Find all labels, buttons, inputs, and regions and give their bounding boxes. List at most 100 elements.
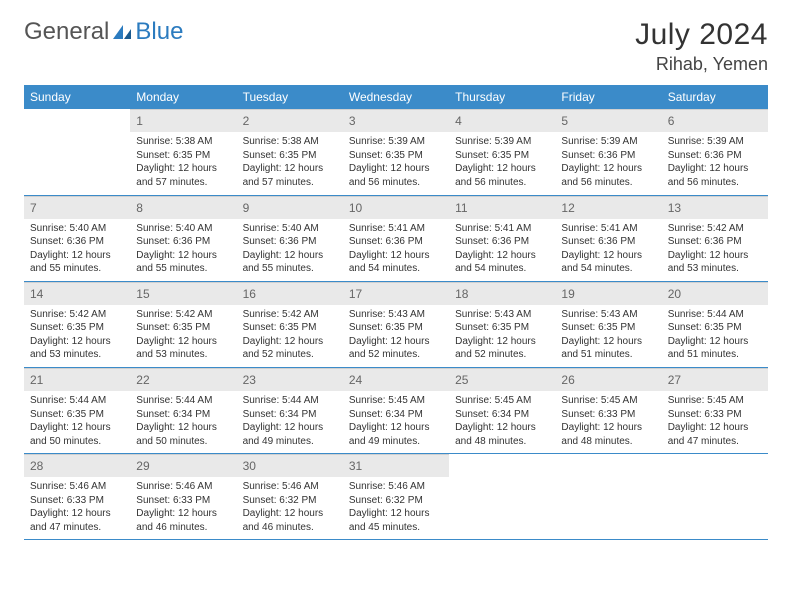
sunset-line: Sunset: 6:33 PM xyxy=(136,494,230,508)
sunrise-line: Sunrise: 5:42 AM xyxy=(668,222,762,236)
day-number: 12 xyxy=(555,196,661,219)
sunrise-line: Sunrise: 5:45 AM xyxy=(668,394,762,408)
daylight-line: Daylight: 12 hours and 51 minutes. xyxy=(668,335,762,362)
sunset-line: Sunset: 6:33 PM xyxy=(668,408,762,422)
month-title: July 2024 xyxy=(635,18,768,52)
daylight-line: Daylight: 12 hours and 57 minutes. xyxy=(136,162,230,189)
calendar-cell: 28Sunrise: 5:46 AMSunset: 6:33 PMDayligh… xyxy=(24,454,130,540)
daylight-line: Daylight: 12 hours and 50 minutes. xyxy=(136,421,230,448)
sunset-line: Sunset: 6:34 PM xyxy=(455,408,549,422)
sunrise-line: Sunrise: 5:39 AM xyxy=(561,135,655,149)
calendar-cell: 22Sunrise: 5:44 AMSunset: 6:34 PMDayligh… xyxy=(130,367,236,453)
day-content: Sunrise: 5:46 AMSunset: 6:32 PMDaylight:… xyxy=(343,477,449,539)
sunrise-line: Sunrise: 5:41 AM xyxy=(561,222,655,236)
sunset-line: Sunset: 6:35 PM xyxy=(668,321,762,335)
sunset-line: Sunset: 6:36 PM xyxy=(668,235,762,249)
day-number: 28 xyxy=(24,454,130,477)
calendar-week-row: 14Sunrise: 5:42 AMSunset: 6:35 PMDayligh… xyxy=(24,281,768,367)
calendar-cell xyxy=(555,454,661,540)
day-number: 9 xyxy=(237,196,343,219)
day-number: 21 xyxy=(24,368,130,391)
calendar-cell: 24Sunrise: 5:45 AMSunset: 6:34 PMDayligh… xyxy=(343,367,449,453)
daylight-line: Daylight: 12 hours and 48 minutes. xyxy=(455,421,549,448)
day-number: 6 xyxy=(662,109,768,132)
sunrise-line: Sunrise: 5:45 AM xyxy=(455,394,549,408)
day-number: 3 xyxy=(343,109,449,132)
day-content: Sunrise: 5:41 AMSunset: 6:36 PMDaylight:… xyxy=(343,219,449,281)
day-number: 30 xyxy=(237,454,343,477)
sunrise-line: Sunrise: 5:39 AM xyxy=(455,135,549,149)
daylight-line: Daylight: 12 hours and 46 minutes. xyxy=(136,507,230,534)
day-number: 7 xyxy=(24,196,130,219)
sunrise-line: Sunrise: 5:42 AM xyxy=(136,308,230,322)
day-number: 14 xyxy=(24,282,130,305)
day-content: Sunrise: 5:46 AMSunset: 6:33 PMDaylight:… xyxy=(130,477,236,539)
sunset-line: Sunset: 6:36 PM xyxy=(561,235,655,249)
sunrise-line: Sunrise: 5:44 AM xyxy=(243,394,337,408)
day-content: Sunrise: 5:44 AMSunset: 6:34 PMDaylight:… xyxy=(237,391,343,453)
calendar-cell: 4Sunrise: 5:39 AMSunset: 6:35 PMDaylight… xyxy=(449,109,555,195)
calendar-cell: 27Sunrise: 5:45 AMSunset: 6:33 PMDayligh… xyxy=(662,367,768,453)
sunset-line: Sunset: 6:34 PM xyxy=(349,408,443,422)
day-content: Sunrise: 5:46 AMSunset: 6:32 PMDaylight:… xyxy=(237,477,343,539)
daylight-line: Daylight: 12 hours and 56 minutes. xyxy=(455,162,549,189)
day-content: Sunrise: 5:39 AMSunset: 6:36 PMDaylight:… xyxy=(555,132,661,194)
calendar-cell: 6Sunrise: 5:39 AMSunset: 6:36 PMDaylight… xyxy=(662,109,768,195)
daylight-line: Daylight: 12 hours and 53 minutes. xyxy=(136,335,230,362)
day-number: 24 xyxy=(343,368,449,391)
logo-text-general: General xyxy=(24,18,109,46)
sunset-line: Sunset: 6:36 PM xyxy=(30,235,124,249)
weekday-header: Wednesday xyxy=(343,85,449,109)
day-number: 22 xyxy=(130,368,236,391)
day-content: Sunrise: 5:43 AMSunset: 6:35 PMDaylight:… xyxy=(449,305,555,367)
calendar-cell: 3 Sunrise: 5:39 AMSunset: 6:35 PMDaylight… xyxy=(343,109,449,195)
weekday-header: Monday xyxy=(130,85,236,109)
day-content: Sunrise: 5:38 AMSunset: 6:35 PMDaylight:… xyxy=(237,132,343,194)
daylight-line: Daylight: 12 hours and 48 minutes. xyxy=(561,421,655,448)
daylight-line: Daylight: 12 hours and 56 minutes. xyxy=(561,162,655,189)
calendar-cell xyxy=(662,454,768,540)
sunrise-line: Sunrise: 5:38 AM xyxy=(243,135,337,149)
calendar-cell xyxy=(24,109,130,195)
daylight-line: Daylight: 12 hours and 45 minutes. xyxy=(349,507,443,534)
daylight-line: Daylight: 12 hours and 47 minutes. xyxy=(668,421,762,448)
weekday-header: Tuesday xyxy=(237,85,343,109)
daylight-line: Daylight: 12 hours and 47 minutes. xyxy=(30,507,124,534)
weekday-header: Saturday xyxy=(662,85,768,109)
sunset-line: Sunset: 6:32 PM xyxy=(243,494,337,508)
sunset-line: Sunset: 6:35 PM xyxy=(136,149,230,163)
sunrise-line: Sunrise: 5:39 AM xyxy=(349,135,443,149)
day-number: 8 xyxy=(130,196,236,219)
calendar-cell: 13Sunrise: 5:42 AMSunset: 6:36 PMDayligh… xyxy=(662,195,768,281)
calendar-cell: 2Sunrise: 5:38 AMSunset: 6:35 PMDaylight… xyxy=(237,109,343,195)
sunrise-line: Sunrise: 5:44 AM xyxy=(136,394,230,408)
sunset-line: Sunset: 6:36 PM xyxy=(561,149,655,163)
day-content: Sunrise: 5:40 AMSunset: 6:36 PMDaylight:… xyxy=(237,219,343,281)
sunrise-line: Sunrise: 5:46 AM xyxy=(243,480,337,494)
calendar-cell: 14Sunrise: 5:42 AMSunset: 6:35 PMDayligh… xyxy=(24,281,130,367)
calendar-cell: 11Sunrise: 5:41 AMSunset: 6:36 PMDayligh… xyxy=(449,195,555,281)
daylight-line: Daylight: 12 hours and 50 minutes. xyxy=(30,421,124,448)
sunrise-line: Sunrise: 5:41 AM xyxy=(455,222,549,236)
daylight-line: Daylight: 12 hours and 49 minutes. xyxy=(349,421,443,448)
day-number: 25 xyxy=(449,368,555,391)
sunset-line: Sunset: 6:35 PM xyxy=(136,321,230,335)
daylight-line: Daylight: 12 hours and 53 minutes. xyxy=(30,335,124,362)
day-content: Sunrise: 5:41 AMSunset: 6:36 PMDaylight:… xyxy=(449,219,555,281)
calendar-cell: 1Sunrise: 5:38 AMSunset: 6:35 PMDaylight… xyxy=(130,109,236,195)
logo-text-blue: Blue xyxy=(135,18,183,46)
calendar-cell: 25 Sunrise: 5:45 AMSunset: 6:34 PMDayligh… xyxy=(449,367,555,453)
daylight-line: Daylight: 12 hours and 52 minutes. xyxy=(455,335,549,362)
sunrise-line: Sunrise: 5:45 AM xyxy=(561,394,655,408)
daylight-line: Daylight: 12 hours and 54 minutes. xyxy=(349,249,443,276)
day-number: 10 xyxy=(343,196,449,219)
calendar-table: SundayMondayTuesdayWednesdayThursdayFrid… xyxy=(24,85,768,540)
sunrise-line: Sunrise: 5:38 AM xyxy=(136,135,230,149)
sunset-line: Sunset: 6:35 PM xyxy=(349,149,443,163)
day-content: Sunrise: 5:39 AMSunset: 6:35 PMDaylight:… xyxy=(449,132,555,194)
day-content: Sunrise: 5:43 AMSunset: 6:35 PMDaylight:… xyxy=(343,305,449,367)
sunset-line: Sunset: 6:35 PM xyxy=(30,408,124,422)
day-number: 11 xyxy=(449,196,555,219)
sail-icon xyxy=(111,23,133,41)
daylight-line: Daylight: 12 hours and 56 minutes. xyxy=(349,162,443,189)
